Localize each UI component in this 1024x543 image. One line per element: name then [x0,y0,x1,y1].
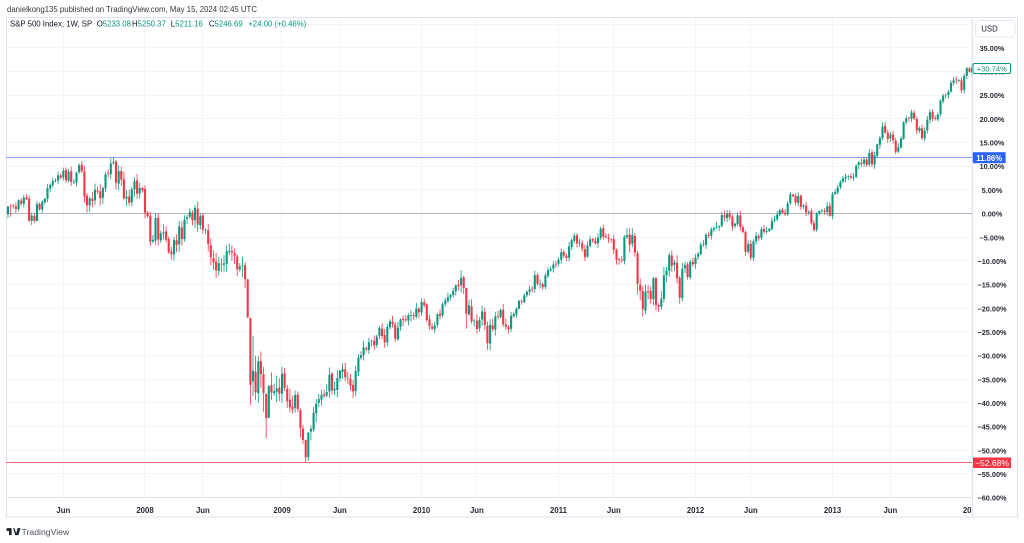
svg-text:2008: 2008 [136,506,154,515]
svg-text:−35.00%: −35.00% [977,375,1007,384]
svg-text:11.86%: 11.86% [976,154,1002,163]
svg-text:Jun: Jun [333,506,347,515]
svg-text:−25.00%: −25.00% [977,328,1007,337]
svg-text:−52.68%: −52.68% [975,458,1009,468]
svg-text:−15.00%: −15.00% [977,281,1007,290]
svg-text:−40.00%: −40.00% [977,399,1007,408]
svg-text:Jun: Jun [196,506,210,515]
svg-text:Jun: Jun [883,506,897,515]
svg-text:danielkong135 published on Tra: danielkong135 published on TradingView.c… [7,5,257,14]
svg-text:−10.00%: −10.00% [977,257,1007,266]
svg-text:Jun: Jun [470,506,484,515]
svg-text:−60.00%: −60.00% [977,494,1007,503]
svg-text:20.00%: 20.00% [980,115,1005,124]
svg-text:2012: 2012 [687,506,705,515]
svg-text:Jun: Jun [744,506,758,515]
svg-text:−20.00%: −20.00% [977,304,1007,313]
svg-text:10.00%: 10.00% [980,162,1005,171]
svg-text:USD: USD [981,25,998,34]
svg-text:2011: 2011 [550,506,568,515]
svg-text:−45.00%: −45.00% [977,423,1007,432]
svg-text:Jun: Jun [607,506,621,515]
svg-text:2010: 2010 [413,506,431,515]
svg-text:Jun: Jun [56,506,70,515]
svg-text:5.00%: 5.00% [982,186,1003,195]
svg-text:0.00%: 0.00% [982,210,1003,219]
svg-text:−5.00%: −5.00% [980,233,1005,242]
svg-text:+30.74%: +30.74% [977,64,1007,73]
svg-text:−50.00%: −50.00% [977,446,1007,455]
svg-text:2013: 2013 [824,506,842,515]
svg-text:35.00%: 35.00% [980,44,1005,53]
svg-text:2009: 2009 [273,506,291,515]
svg-text:−30.00%: −30.00% [977,352,1007,361]
svg-text:2014: 2014 [963,506,981,515]
svg-text:25.00%: 25.00% [980,91,1005,100]
svg-text:−55.00%: −55.00% [977,470,1007,479]
svg-text:TradingView: TradingView [22,527,71,537]
svg-text:15.00%: 15.00% [980,139,1005,148]
